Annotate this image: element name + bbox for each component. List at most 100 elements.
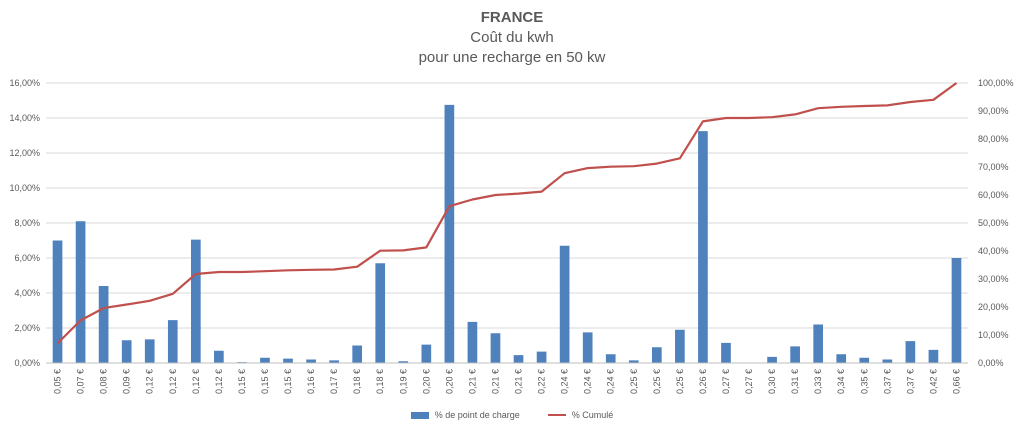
x-tick-label: 0,12 € — [145, 369, 155, 394]
y-right-tick-label: 100,00% — [978, 78, 1014, 88]
y-right-tick-label: 40,00% — [978, 246, 1009, 256]
y-right-tick-label: 80,00% — [978, 134, 1009, 144]
x-tick-label: 0,19 € — [398, 369, 408, 394]
legend-swatch-bars — [410, 411, 429, 419]
y-left-tick-label: 8,00% — [14, 218, 40, 228]
bar — [375, 263, 386, 363]
x-tick-label: 0,31 € — [790, 369, 800, 394]
bar — [928, 349, 939, 363]
bar — [790, 346, 800, 363]
x-tick-label: 0,37 € — [905, 369, 915, 394]
x-tick-label: 0,18 € — [375, 369, 385, 394]
x-tick-label: 0,27 € — [744, 369, 754, 394]
bar — [190, 239, 201, 363]
bar — [513, 355, 524, 363]
x-tick-label: 0,21 € — [490, 369, 500, 394]
y-left-tick-label: 14,00% — [9, 113, 40, 123]
chart-subtitle-line-2: pour une recharge en 50 kw — [418, 49, 606, 66]
bar — [52, 240, 63, 363]
chart-title-block: FRANCE Coût du kwh pour une recharge en … — [0, 8, 1024, 68]
bar — [490, 333, 501, 363]
bar — [582, 332, 593, 363]
x-tick-label: 0,35 € — [859, 369, 869, 394]
bar — [398, 361, 409, 363]
bar — [951, 258, 962, 363]
bar — [905, 341, 916, 363]
x-tick-label: 0,12 € — [191, 369, 201, 394]
chart-title: FRANCE — [480, 9, 544, 26]
bar — [467, 321, 478, 363]
x-tick-label: 0,27 € — [721, 369, 731, 394]
x-tick-label: 0,22 € — [537, 369, 547, 394]
x-tick-label: 0,18 € — [352, 369, 362, 394]
bar — [283, 358, 293, 363]
x-tick-label: 0,42 € — [928, 369, 938, 394]
bar — [444, 104, 455, 363]
y-right-tick-label: 50,00% — [978, 218, 1009, 228]
x-tick-label: 0,24 € — [560, 369, 570, 394]
bar — [675, 329, 685, 363]
bar — [721, 342, 731, 363]
bar — [98, 286, 109, 363]
legend-label-line: % Cumulé — [571, 410, 614, 420]
y-right-tick-label: 30,00% — [978, 274, 1009, 284]
y-right-tick-label: 90,00% — [978, 106, 1009, 116]
y-right-tick-label: 10,00% — [978, 330, 1009, 340]
bar — [352, 345, 363, 363]
x-tick-label: 0,20 € — [444, 369, 454, 394]
cumulative-line — [56, 82, 958, 345]
bar — [882, 359, 893, 363]
x-tick-label: 0,25 € — [629, 369, 639, 394]
y-left-tick-label: 2,00% — [14, 323, 40, 333]
bar — [536, 351, 547, 363]
x-tick-label: 0,66 € — [951, 369, 961, 394]
y-left-tick-label: 4,00% — [14, 288, 40, 298]
x-tick-label: 0,30 € — [767, 369, 777, 394]
x-tick-label: 0,25 € — [675, 369, 685, 394]
x-tick-label: 0,09 € — [122, 369, 132, 394]
x-tick-label: 0,20 € — [421, 369, 431, 394]
bar — [651, 347, 662, 363]
x-tick-label: 0,08 € — [99, 369, 109, 394]
x-tick-label: 0,12 € — [214, 369, 224, 394]
legend-item-bars: % de point de charge — [410, 410, 520, 420]
bar — [75, 221, 86, 363]
x-tick-label: 0,15 € — [283, 369, 293, 394]
bar — [144, 339, 155, 363]
bar — [605, 354, 616, 363]
bar — [214, 350, 224, 363]
x-tick-label: 0,07 € — [76, 369, 86, 394]
bar — [421, 344, 432, 363]
y-left-tick-label: 6,00% — [14, 253, 40, 263]
legend-swatch-line — [547, 414, 566, 416]
y-right-tick-label: 70,00% — [978, 162, 1009, 172]
x-tick-label: 0,15 € — [260, 369, 270, 394]
x-tick-label: 0,21 € — [514, 369, 524, 394]
chart-subtitle-line-1: Coût du kwh — [470, 29, 554, 46]
bar — [859, 357, 870, 363]
bar — [306, 359, 316, 363]
y-left-tick-label: 12,00% — [9, 148, 40, 158]
x-tick-label: 0,12 € — [168, 369, 178, 394]
x-tick-label: 0,25 € — [652, 369, 662, 394]
bar — [121, 340, 132, 363]
bar — [836, 354, 847, 363]
bar — [260, 357, 270, 363]
bar — [698, 131, 708, 363]
bar — [329, 360, 339, 363]
x-tick-label: 0,05 € — [53, 369, 63, 394]
bar — [628, 360, 639, 363]
y-left-tick-label: 16,00% — [9, 78, 40, 88]
y-right-tick-label: 20,00% — [978, 302, 1009, 312]
bar — [559, 245, 570, 363]
y-right-tick-label: 0,00% — [978, 358, 1004, 368]
y-right-tick-label: 60,00% — [978, 190, 1009, 200]
legend-item-line: % Cumulé — [547, 410, 614, 420]
x-tick-label: 0,33 € — [813, 369, 823, 394]
x-tick-label: 0,21 € — [467, 369, 477, 394]
bar — [167, 320, 178, 363]
y-left-tick-label: 0,00% — [14, 358, 40, 368]
x-tick-label: 0,17 € — [329, 369, 339, 394]
